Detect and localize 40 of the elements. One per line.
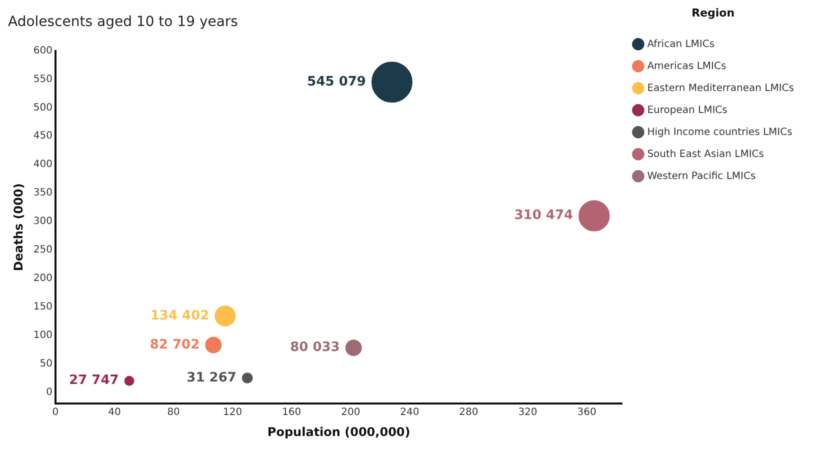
legend-label: Americas LMICs [647, 60, 726, 72]
chart-title: Adolescents aged 10 to 19 years [8, 14, 238, 30]
y-tick-label: 500 [33, 102, 52, 114]
x-tick-label: 320 [518, 407, 538, 418]
annotation: 27 747 [69, 373, 119, 388]
y-tick-label: 100 [33, 330, 52, 341]
annotation: 545 079 [307, 74, 366, 90]
annotation: 310 474 [514, 208, 574, 224]
legend-label: Western Pacific LMICs [647, 170, 756, 182]
annotation: 31 267 [186, 370, 236, 386]
x-tick-label: 120 [223, 407, 242, 418]
y-tick-label: 200 [33, 273, 52, 284]
x-tick-label: 160 [282, 407, 302, 418]
y-tick-label: 250 [33, 244, 52, 256]
y-tick-label: 150 [33, 301, 52, 312]
legend-label: South East Asian LMICs [647, 148, 764, 160]
x-tick-label: 360 [577, 407, 596, 418]
legend-label: High Income countries LMICs [647, 126, 792, 138]
y-tick-label: 0 [46, 386, 52, 398]
y-tick-label: 600 [33, 45, 52, 56]
annotation: 134 402 [150, 308, 210, 324]
x-tick-label: 240 [400, 407, 420, 418]
legend-label: European LMICs [647, 104, 728, 116]
y-tick-label: 50 [40, 358, 52, 370]
legend-label: African LMICs [647, 38, 715, 50]
y-tick-label: 350 [33, 188, 52, 199]
y-tick-label: 300 [33, 216, 52, 228]
legend-label: Eastern Mediterranean LMICs [647, 82, 794, 94]
y-axis-title: Deaths (000) [11, 183, 26, 272]
x-tick-label: 40 [108, 407, 121, 418]
legend-title: Region [692, 6, 735, 20]
annotation: 82 702 [150, 337, 200, 352]
x-tick-label: 280 [459, 407, 478, 418]
x-tick-label: 80 [167, 407, 180, 418]
y-tick-label: 550 [33, 74, 52, 85]
x-axis-title: Population (000,000) [267, 424, 410, 439]
x-tick-label: 200 [341, 407, 360, 418]
y-tick-label: 450 [33, 130, 52, 142]
y-tick-label: 400 [33, 159, 52, 170]
annotation: 80 033 [290, 340, 340, 356]
